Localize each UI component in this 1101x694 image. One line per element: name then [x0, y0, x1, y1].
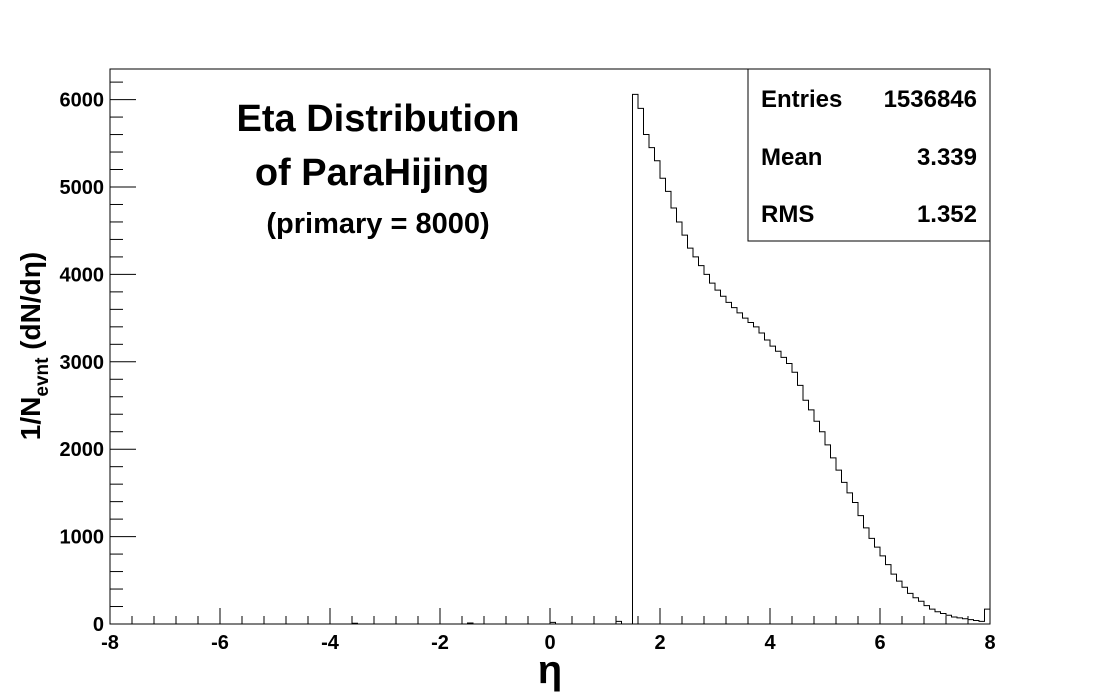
x-tick-label: -2 [431, 632, 449, 654]
stats-rms-value: 1.352 [917, 201, 977, 228]
y-axis-title: 1/Nevnt (dN/dη) [15, 252, 53, 440]
y-tick-label: 5000 [60, 177, 105, 199]
stats-entries-value: 1536846 [884, 86, 977, 113]
stats-box-frame [747, 68, 991, 242]
chart-subtitle: (primary = 8000) [266, 208, 489, 240]
stats-mean-value: 3.339 [917, 144, 977, 171]
x-tick-label: 4 [764, 632, 776, 654]
y-axis-title-tail: (dN/dη) [15, 252, 46, 358]
x-axis-ticks [109, 608, 991, 624]
x-tick-label: -4 [321, 632, 340, 654]
x-axis-title: η [538, 648, 562, 692]
stats-mean-label: Mean [761, 144, 822, 171]
chart-title-line-1: Eta Distribution [237, 98, 520, 140]
y-axis-title-sub: evnt [32, 357, 53, 397]
y-axis-ticks [110, 81, 136, 625]
x-tick-label: 6 [874, 632, 885, 654]
chart-title-line-2: of ParaHijing [255, 152, 489, 194]
y-tick-label: 2000 [60, 439, 105, 461]
y-tick-label: 6000 [60, 90, 105, 112]
x-tick-label: 8 [984, 632, 995, 654]
x-tick-label: 0 [544, 632, 555, 654]
y-tick-label: 0 [93, 614, 104, 636]
stats-rms-label: RMS [761, 201, 814, 228]
y-axis-tick-labels: 0 1000 2000 3000 4000 5000 6000 [60, 90, 105, 636]
y-tick-label: 1000 [60, 527, 105, 549]
y-tick-label: 3000 [60, 352, 105, 374]
x-tick-label: 2 [654, 632, 665, 654]
histogram-series-line [110, 93, 990, 625]
x-tick-label: -6 [211, 632, 229, 654]
y-axis-title-main: 1/N [15, 397, 46, 441]
y-tick-label: 4000 [60, 264, 105, 286]
x-tick-label: -8 [101, 632, 119, 654]
x-axis-tick-labels: -8 -6 -4 -2 0 2 4 6 8 [101, 632, 995, 654]
stats-box: Entries 1536846 Mean 3.339 RMS 1.352 [747, 68, 991, 242]
stats-entries-label: Entries [761, 86, 842, 113]
